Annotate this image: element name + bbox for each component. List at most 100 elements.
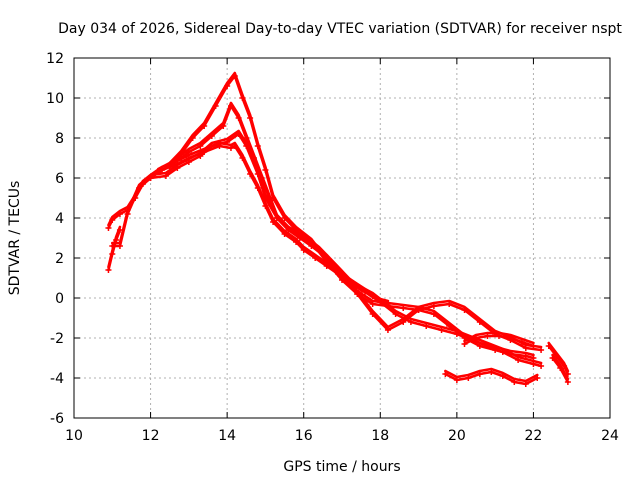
data-point-marker xyxy=(538,363,545,369)
data-point-marker xyxy=(208,133,215,139)
data-point-marker xyxy=(247,115,254,121)
data-point-marker xyxy=(185,159,192,165)
data-point-marker xyxy=(400,305,407,311)
data-point-marker xyxy=(564,379,571,385)
x-tick-label: 16 xyxy=(295,428,313,444)
data-point-marker xyxy=(105,225,112,231)
series-track-4 xyxy=(109,129,537,361)
data-point-marker xyxy=(438,327,445,333)
series-line xyxy=(110,132,535,360)
data-point-marker xyxy=(116,243,123,249)
series-track-9 xyxy=(549,353,571,385)
data-point-marker xyxy=(201,123,208,129)
data-point-marker xyxy=(495,333,502,339)
data-point-marker xyxy=(339,271,345,277)
data-point-marker xyxy=(281,231,288,237)
y-tick-label: 2 xyxy=(55,251,64,267)
data-point-marker xyxy=(407,319,414,325)
data-point-marker xyxy=(220,123,227,129)
y-tick-label: -4 xyxy=(50,371,64,387)
data-point-marker xyxy=(262,195,269,201)
data-point-marker xyxy=(538,347,545,353)
data-point-marker xyxy=(488,369,495,375)
data-point-marker xyxy=(476,371,483,377)
data-point-marker xyxy=(461,341,468,347)
data-point-marker xyxy=(296,235,303,241)
y-tick-label: 4 xyxy=(55,211,64,227)
data-point-marker xyxy=(308,243,315,249)
data-point-marker xyxy=(499,373,506,379)
series-line-band xyxy=(547,341,570,373)
y-tick-label: 0 xyxy=(55,291,64,307)
series-line xyxy=(156,74,543,352)
data-point-marker xyxy=(116,211,123,217)
data-point-marker xyxy=(239,155,246,161)
data-point-marker xyxy=(109,217,116,223)
data-point-marker xyxy=(224,139,231,145)
data-point-marker xyxy=(461,307,468,313)
data-point-marker xyxy=(174,165,181,171)
data-point-marker xyxy=(178,151,185,157)
y-tick-label: -2 xyxy=(50,331,64,347)
y-tick-label: 8 xyxy=(55,131,64,147)
data-point-marker xyxy=(208,143,215,149)
data-point-marker xyxy=(197,153,204,159)
data-point-marker xyxy=(136,185,143,191)
data-point-marker xyxy=(430,311,437,317)
data-point-marker xyxy=(235,131,242,137)
data-point-marker xyxy=(515,357,522,363)
data-point-marker xyxy=(109,251,116,257)
data-point-marker xyxy=(534,375,541,381)
data-point-marker xyxy=(227,103,234,109)
data-series xyxy=(105,71,571,387)
data-point-marker xyxy=(545,343,552,349)
x-tick-label: 14 xyxy=(218,428,236,444)
data-point-marker xyxy=(511,379,518,385)
data-point-marker xyxy=(185,149,192,155)
data-point-marker xyxy=(549,355,556,361)
data-point-marker xyxy=(369,311,376,317)
x-tick-label: 20 xyxy=(448,428,466,444)
data-point-marker xyxy=(476,319,483,325)
data-point-marker xyxy=(147,175,154,181)
data-point-marker xyxy=(423,323,430,329)
series-line-band xyxy=(107,225,122,269)
data-point-marker xyxy=(254,143,261,149)
data-point-marker xyxy=(400,319,407,325)
data-point-marker xyxy=(162,173,169,179)
data-point-marker xyxy=(270,195,277,201)
data-point-marker xyxy=(530,361,537,367)
data-point-marker xyxy=(361,289,368,295)
y-tick-label: -6 xyxy=(50,411,64,427)
data-point-marker xyxy=(392,311,399,317)
series-line xyxy=(547,344,570,376)
y-tick-label: 10 xyxy=(46,91,64,107)
y-axis-label: SDTVAR / TECUs xyxy=(7,181,23,296)
data-point-marker xyxy=(285,227,292,233)
series-line-band xyxy=(110,129,535,357)
data-point-marker xyxy=(262,167,269,173)
data-point-marker xyxy=(507,335,514,341)
series-line-band xyxy=(156,71,543,349)
data-point-marker xyxy=(124,211,131,217)
data-point-marker xyxy=(442,371,449,377)
data-point-marker xyxy=(273,215,280,221)
data-point-marker xyxy=(281,215,288,221)
data-point-marker xyxy=(369,301,376,307)
data-point-marker xyxy=(530,343,537,349)
data-point-marker xyxy=(354,291,361,297)
x-tick-label: 12 xyxy=(142,428,160,444)
data-point-marker xyxy=(254,171,261,177)
data-point-marker xyxy=(293,239,300,245)
data-point-marker xyxy=(312,255,319,261)
x-tick-label: 10 xyxy=(65,428,83,444)
x-axis-label: GPS time / hours xyxy=(283,459,400,475)
data-point-marker xyxy=(300,247,307,253)
data-point-marker xyxy=(262,203,269,209)
x-tick-labels: 10 12 14 16 18 20 22 24 xyxy=(65,428,619,444)
data-point-marker xyxy=(227,145,234,151)
data-point-marker xyxy=(116,227,123,233)
data-point-marker xyxy=(113,237,120,243)
data-point-marker xyxy=(323,255,330,261)
